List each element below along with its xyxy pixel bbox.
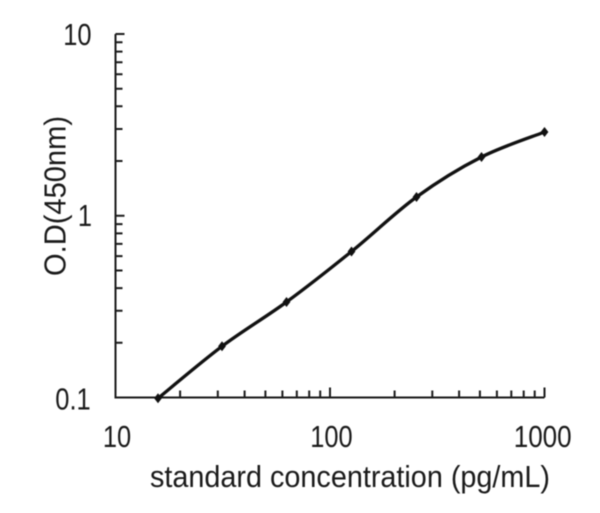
svg-text:1: 1 — [78, 198, 92, 233]
svg-text:1000: 1000 — [514, 419, 572, 454]
svg-text:100: 100 — [310, 419, 352, 454]
svg-text:10: 10 — [63, 17, 91, 52]
svg-text:O.D(450nm): O.D(450nm) — [38, 116, 73, 276]
svg-text:0.1: 0.1 — [55, 382, 90, 417]
svg-text:10: 10 — [103, 419, 131, 454]
svg-text:standard concentration (pg/mL): standard concentration (pg/mL) — [150, 459, 550, 494]
